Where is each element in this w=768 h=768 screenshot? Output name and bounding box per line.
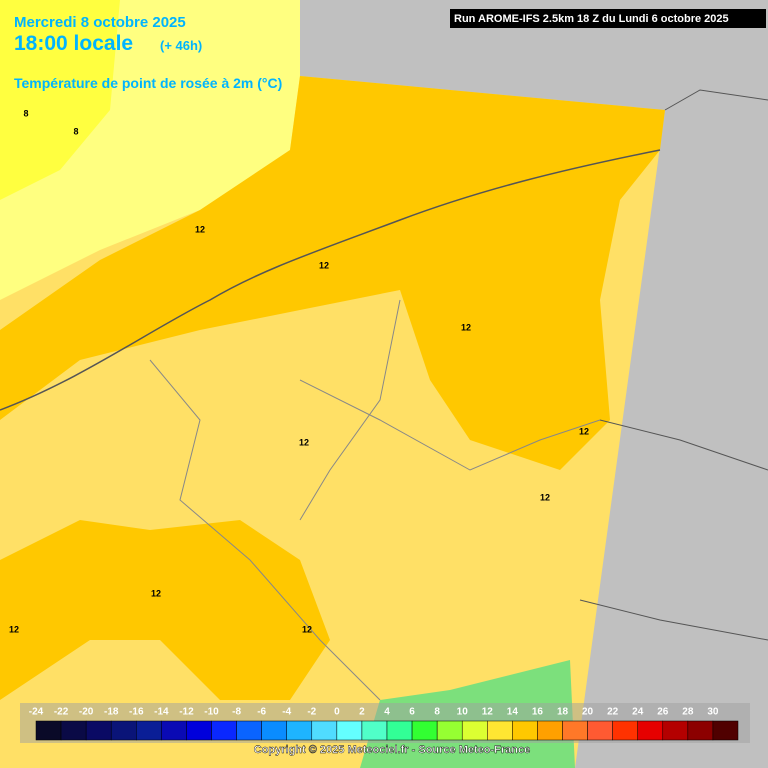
- legend-label: 22: [607, 707, 619, 718]
- legend-swatch: [261, 720, 287, 741]
- contour-label: 12: [540, 492, 550, 502]
- legend-swatch: [161, 720, 187, 741]
- contour-label: 12: [579, 426, 589, 436]
- orange-band: [0, 76, 665, 470]
- legend-swatch: [562, 720, 588, 741]
- legend-swatch: [512, 720, 538, 741]
- legend-label: 28: [682, 707, 694, 718]
- legend-swatch: [236, 720, 262, 741]
- orange-south: [0, 520, 330, 700]
- legend-label: -22: [54, 707, 69, 718]
- legend-swatch: [587, 720, 613, 741]
- legend-swatch: [687, 720, 714, 741]
- legend-swatch: [612, 720, 638, 741]
- legend-label: -12: [179, 707, 194, 718]
- variable: Température de point de rosée à 2m (°C): [14, 75, 282, 91]
- legend-swatch: [211, 720, 237, 741]
- legend-label: 0: [334, 707, 340, 718]
- outer-borders: [579, 89, 768, 641]
- legend-swatch: [60, 720, 87, 741]
- legend-label: -16: [129, 707, 144, 718]
- coastline: [0, 149, 661, 411]
- legend-label: 18: [557, 707, 569, 718]
- legend-label: 30: [707, 707, 719, 718]
- contour-label: 8: [73, 126, 78, 136]
- legend-swatch: [336, 720, 363, 741]
- legend-label: -18: [104, 707, 119, 718]
- legend-label: -20: [79, 707, 94, 718]
- legend-label: 16: [532, 707, 544, 718]
- legend-label: 10: [457, 707, 469, 718]
- legend-swatch: [35, 720, 62, 741]
- lead: (+ 46h): [160, 38, 202, 53]
- time: 18:00 locale: [14, 32, 133, 55]
- legend-label: -14: [154, 707, 169, 718]
- contour-label: 12: [302, 624, 312, 634]
- legend-label: 2: [359, 707, 365, 718]
- contour-label: 12: [319, 260, 329, 270]
- legend-swatch: [436, 720, 463, 741]
- legend-swatch: [186, 720, 212, 741]
- legend-swatch: [487, 720, 513, 741]
- legend-label: -6: [257, 707, 266, 718]
- legend-swatch: [110, 720, 137, 741]
- legend-label: 24: [632, 707, 644, 718]
- run: Run AROME-IFS 2.5km 18 Z du Lundi 6 octo…: [454, 13, 729, 25]
- legend-swatch: [311, 720, 338, 741]
- bright-zone: [0, 0, 120, 200]
- date: Mercredi 8 octobre 2025: [14, 14, 186, 31]
- legend-label: 4: [384, 707, 390, 718]
- legend-swatch: [461, 720, 488, 741]
- legend-label: 20: [582, 707, 594, 718]
- legend-label: 12: [482, 707, 494, 718]
- legend-swatch: [361, 720, 388, 741]
- run-box: [450, 9, 766, 28]
- contour-label: 12: [9, 624, 19, 634]
- legend-swatch: [662, 720, 689, 741]
- legend-label: 6: [409, 707, 415, 718]
- contour-label: 12: [299, 437, 309, 447]
- legend-swatch: [386, 720, 413, 741]
- contour-label: 12: [195, 224, 205, 234]
- legend-swatch: [537, 720, 563, 741]
- legend-swatch: [85, 720, 112, 741]
- copyright: Copyright © 2025 Meteociel.fr - Source M…: [254, 744, 530, 756]
- contour-label: 8: [23, 108, 28, 118]
- legend-label: 26: [657, 707, 669, 718]
- legend-label: 14: [507, 707, 519, 718]
- legend-swatch: [411, 720, 438, 741]
- legend-swatch: [286, 720, 313, 741]
- legend-label: -10: [204, 707, 219, 718]
- legend-swatch: [637, 720, 664, 741]
- contour-label: 12: [151, 588, 161, 598]
- legend-swatch: [712, 720, 739, 741]
- legend-label: -2: [307, 707, 316, 718]
- legend-label: -4: [282, 707, 291, 718]
- legend-label: -8: [232, 707, 241, 718]
- contour-label: 12: [461, 322, 471, 332]
- legend-label: -24: [29, 707, 44, 718]
- legend-swatch: [136, 720, 162, 741]
- legend-label: 8: [434, 707, 440, 718]
- borders: [149, 299, 601, 701]
